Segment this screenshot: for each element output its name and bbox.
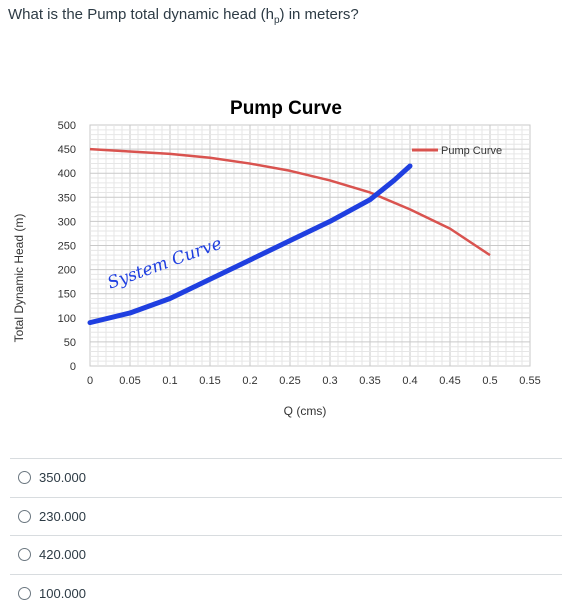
x-tick-label: 0.1 [162, 375, 177, 387]
y-axis-label: Total Dynamic Head (m) [12, 214, 26, 343]
y-tick-label: 200 [58, 265, 76, 277]
chart-grid [90, 125, 530, 366]
y-tick-label: 0 [70, 361, 76, 373]
x-tick-label: 0.5 [482, 375, 497, 387]
y-tick-label: 450 [58, 144, 76, 156]
y-tick-label: 400 [58, 168, 76, 180]
x-tick-label: 0.05 [119, 375, 140, 387]
y-tick-label: 150 [58, 289, 76, 301]
y-tick-label: 50 [64, 337, 76, 349]
radio-button[interactable] [18, 471, 31, 484]
radio-button[interactable] [18, 510, 31, 523]
legend-label: Pump Curve [441, 145, 502, 157]
pump-curve-chart: Pump Curve 0 50 100 150 200 250 300 350 400 450 50… [0, 88, 571, 428]
radio-button[interactable] [18, 587, 31, 600]
x-tick-label: 0 [87, 375, 93, 387]
x-tick-label: 0.4 [402, 375, 417, 387]
x-tick-label: 0.2 [242, 375, 257, 387]
answer-label: 350.000 [39, 470, 86, 485]
answer-options: 350.000 230.000 420.000 100.000 [10, 458, 562, 612]
answer-label: 230.000 [39, 509, 86, 524]
chart-title: Pump Curve [230, 98, 342, 119]
answer-option-3[interactable]: 420.000 [10, 535, 562, 574]
y-tick-label: 300 [58, 216, 76, 228]
answer-label: 420.000 [39, 547, 86, 562]
answer-option-4[interactable]: 100.000 [10, 574, 562, 612]
question-text: What is the Pump total dynamic head (hp)… [8, 6, 359, 26]
answer-label: 100.000 [39, 586, 86, 601]
y-tick-label: 100 [58, 313, 76, 325]
y-tick-label: 500 [58, 120, 76, 132]
answer-option-2[interactable]: 230.000 [10, 497, 562, 536]
x-tick-label: 0.3 [322, 375, 337, 387]
x-tick-label: 0.15 [199, 375, 220, 387]
y-axis-ticks: 0 50 100 150 200 250 300 350 400 450 500 [58, 120, 76, 373]
x-tick-label: 0.55 [519, 375, 540, 387]
radio-button[interactable] [18, 548, 31, 561]
y-tick-label: 350 [58, 192, 76, 204]
x-tick-label: 0.45 [439, 375, 460, 387]
x-tick-label: 0.25 [279, 375, 300, 387]
y-tick-label: 250 [58, 241, 76, 253]
x-axis-label: Q (cms) [284, 404, 327, 418]
x-axis-ticks: 0 0.05 0.1 0.15 0.2 0.25 0.3 0.35 0.4 0.45 0.5 0.55 [87, 375, 541, 387]
x-tick-label: 0.35 [359, 375, 380, 387]
answer-option-1[interactable]: 350.000 [10, 458, 562, 497]
